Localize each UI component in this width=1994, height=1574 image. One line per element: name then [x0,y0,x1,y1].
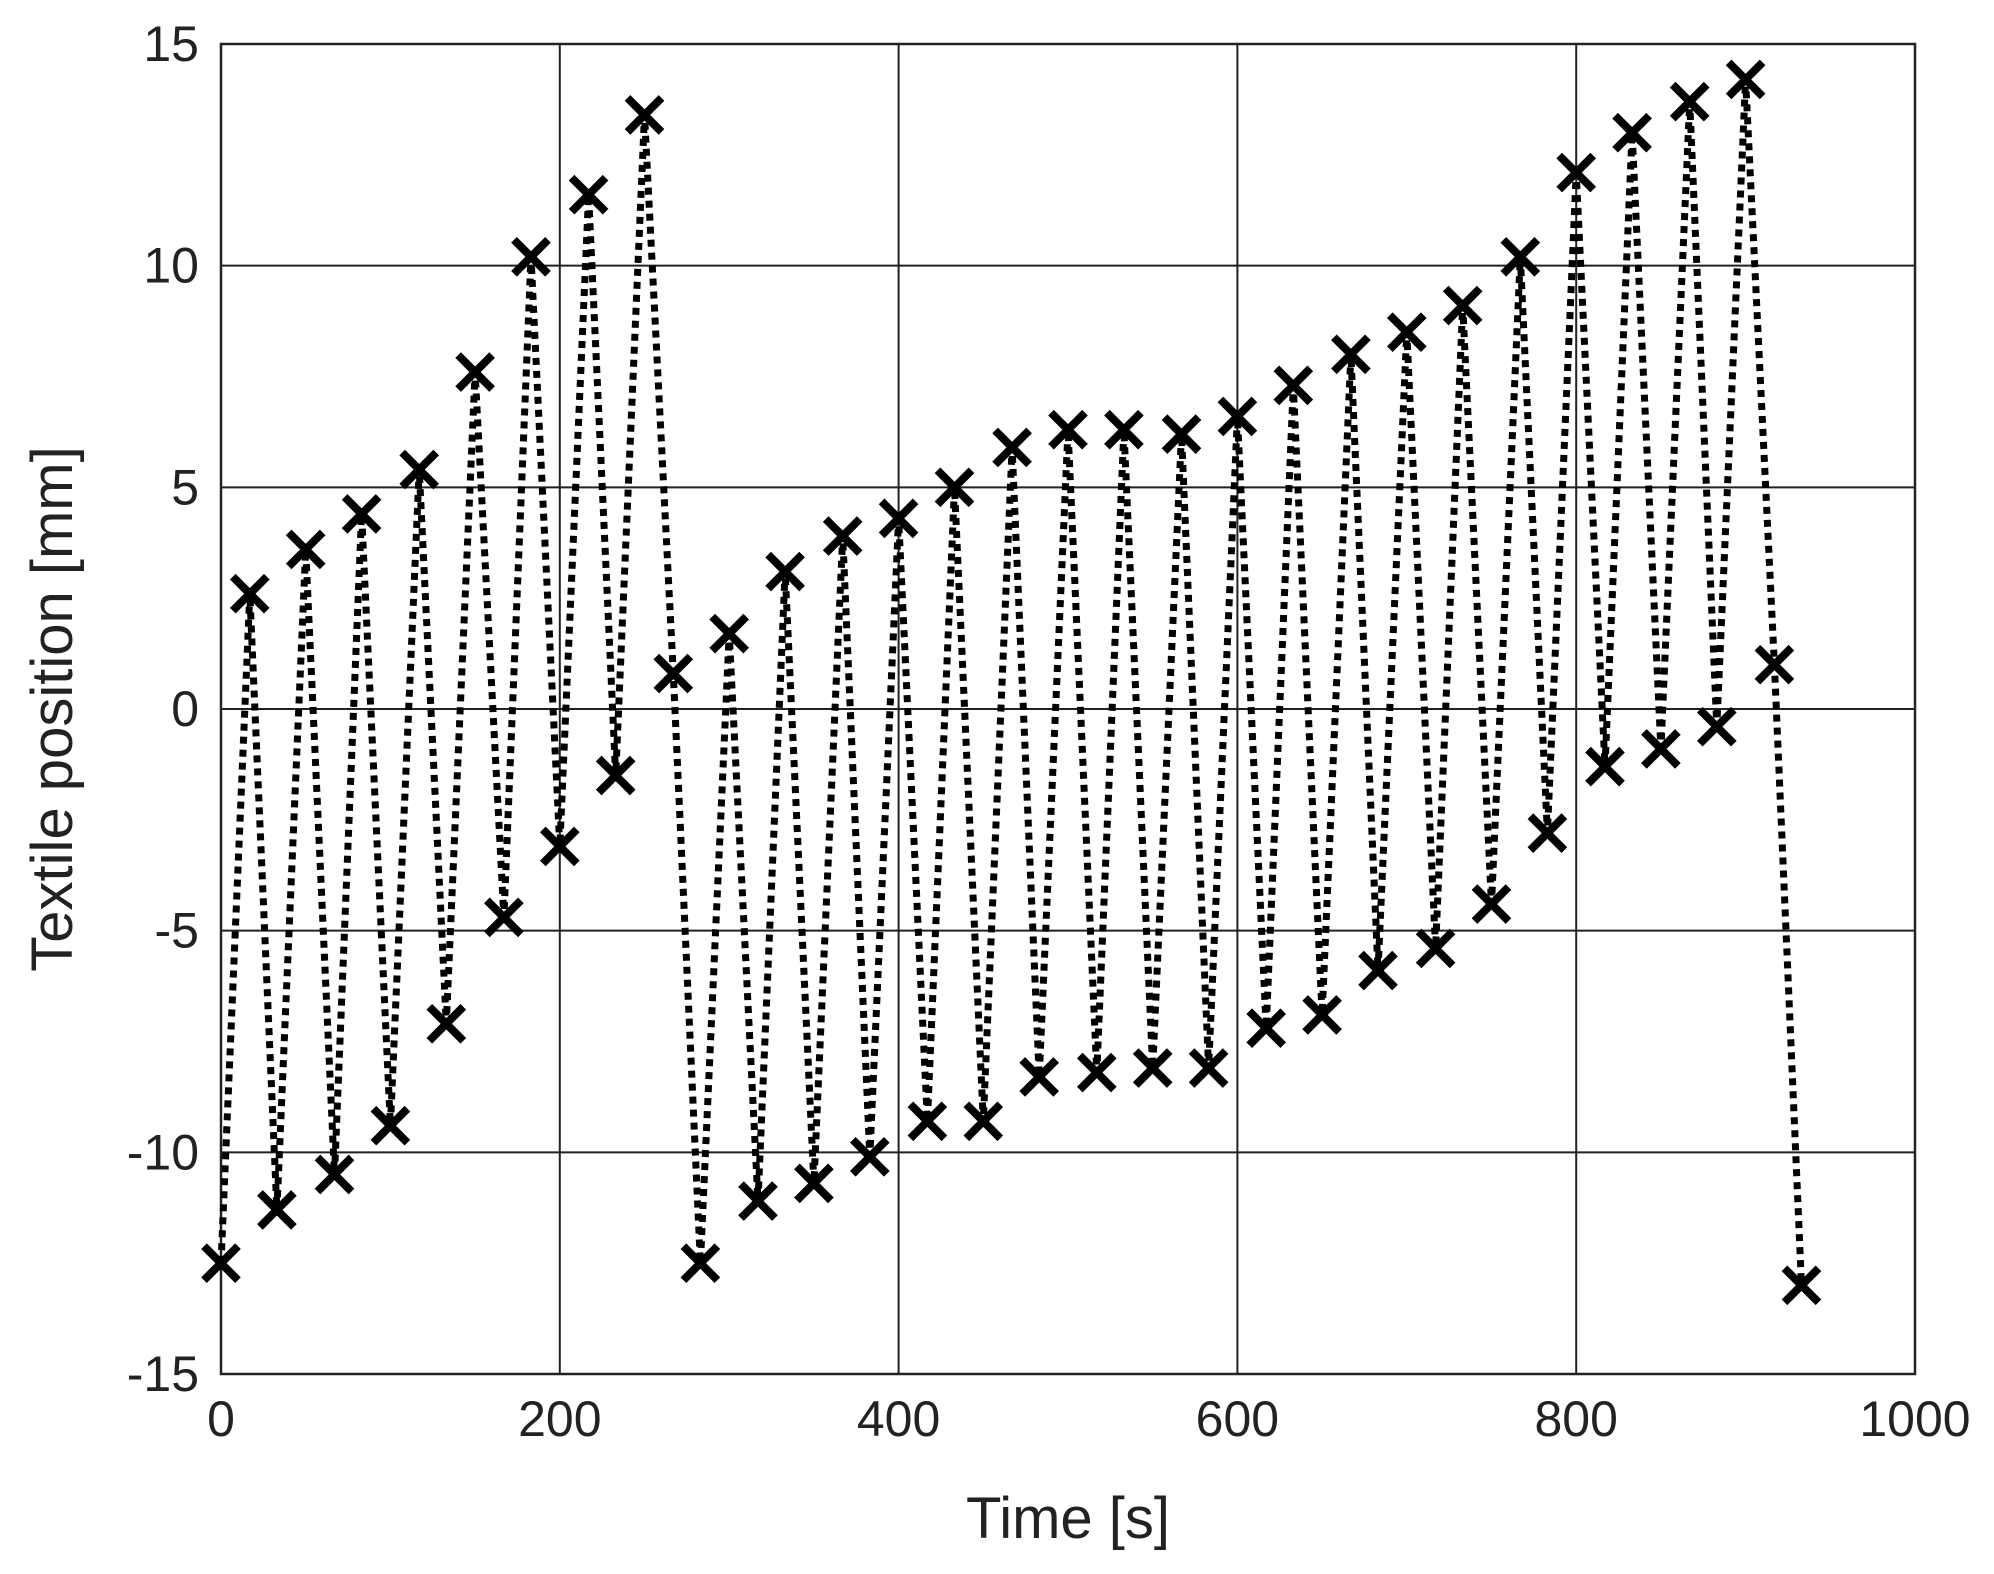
y-tick-label: -10 [127,1124,199,1180]
data-point-marker [399,449,440,490]
data-point-marker [1781,1265,1822,1306]
x-axis-title: Time [s] [966,1486,1170,1551]
y-tick-label: -5 [155,903,199,959]
data-point-marker [709,613,750,654]
x-tick-label: 800 [1534,1391,1617,1447]
data-point-marker [1585,746,1625,787]
y-tick-label: 5 [171,459,199,515]
data-point-marker [484,897,524,938]
data-point-marker [1754,644,1795,685]
data-point-marker [878,498,919,539]
data-point-marker [455,352,495,392]
data-point-marker [511,236,551,277]
data-point-marker [1556,152,1597,193]
grid [220,43,1916,1375]
y-tick-label: 0 [171,681,199,737]
data-point-marker [1527,813,1568,853]
data-markers [201,59,1822,1306]
data-point-marker [370,1105,411,1146]
plot-area-frame [219,42,1917,1376]
data-point-marker [1161,414,1202,454]
data-point-marker [1132,1048,1173,1088]
data-point-marker [1696,706,1737,747]
y-tick-labels: 15 10 5 0 -5 -10 -15 [127,16,199,1402]
data-point-marker [1386,312,1427,352]
data-point-marker [1471,884,1512,924]
data-point-marker [1612,112,1652,153]
data-point-marker [1076,1052,1117,1093]
data-point-marker [1358,950,1398,991]
data-point-marker [1019,1057,1060,1097]
y-tick-label: -15 [127,1346,199,1402]
data-point-marker [849,1136,890,1177]
y-tick-label: 10 [143,238,199,294]
data-point-marker [285,529,326,570]
data-point-marker [341,494,382,534]
data-point-marker [1104,409,1144,450]
x-tick-label: 200 [518,1391,601,1447]
data-point-marker [314,1154,355,1195]
data-point-marker [822,516,863,556]
data-point-marker [426,1003,467,1044]
data-point-marker [201,1243,241,1283]
data-point-marker [653,653,694,694]
data-point-marker [765,551,805,592]
x-tick-label: 600 [1196,1391,1279,1447]
data-point-marker [1331,334,1371,375]
data-point-marker [963,1101,1004,1142]
data-point-marker [1246,1008,1287,1049]
x-tick-label: 1000 [1859,1391,1970,1447]
data-point-marker [934,467,975,508]
data-point-marker [1725,59,1766,100]
data-point-marker [1500,236,1541,277]
data-point-marker [680,1243,721,1283]
data-point-marker [992,427,1032,468]
data-point-marker [1669,81,1710,122]
x-tick-label: 0 [207,1391,235,1447]
data-point-marker [1302,995,1342,1035]
data-point-marker [1641,729,1681,769]
data-point-marker [1217,396,1258,437]
data-point-marker [907,1101,948,1142]
y-tick-label: 15 [143,16,199,72]
data-point-marker [1415,928,1456,969]
data-point-marker [229,573,270,614]
data-point-marker [1273,365,1314,406]
data-point-marker [794,1163,834,1204]
data-point-marker [1442,285,1483,326]
data-point-marker [624,95,665,135]
data-point-marker [568,174,609,215]
x-tick-label: 400 [857,1391,940,1447]
data-point-marker [257,1190,297,1230]
data-point-marker [1188,1048,1229,1088]
data-point-marker [595,755,636,796]
data-point-marker [1048,409,1088,450]
data-point-marker [738,1181,778,1221]
data-point-marker [539,826,580,867]
y-axis-title: Textile position [mm] [20,446,85,971]
x-tick-labels: 0 200 400 600 800 1000 [207,1391,1971,1447]
